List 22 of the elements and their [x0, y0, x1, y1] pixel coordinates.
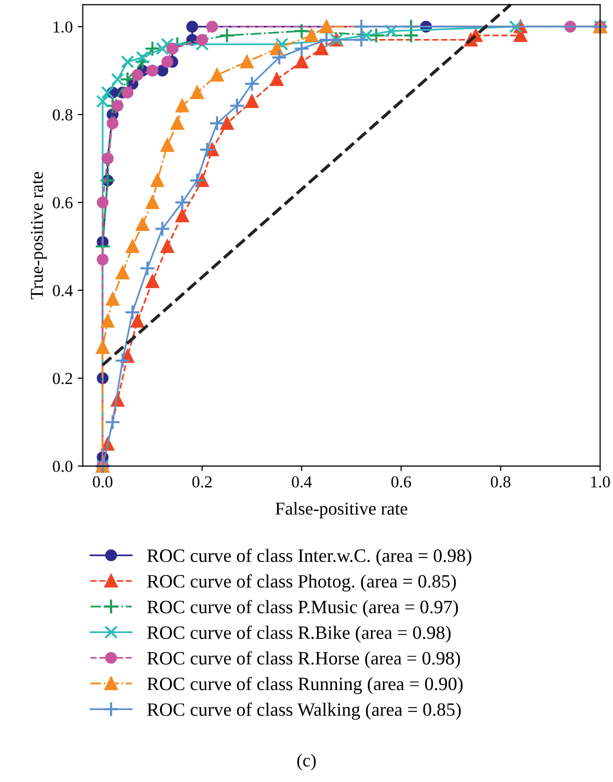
y-tick-label: 0.0 [52, 460, 72, 472]
legend-label: ROC curve of class Photog. (area = 0.85) [147, 574, 456, 592]
x-tick-label: 0.6 [391, 476, 412, 488]
x-tick-label: 1.0 [591, 476, 610, 488]
x-axis-title: False-positive rate [276, 502, 408, 518]
x-tick-label: 0.2 [192, 476, 212, 488]
legend-label: ROC curve of class R.Bike (area = 0.98) [147, 626, 451, 643]
y-axis-title: True-positive rate [30, 172, 47, 300]
x-tick-label: 0.4 [292, 476, 312, 488]
legend-label: ROC curve of class R.Horse (area = 0.98) [147, 651, 460, 668]
y-tick-label: 0.4 [52, 285, 73, 296]
y-tick-label: 1.0 [54, 21, 72, 33]
x-tick-label: 0.8 [490, 476, 510, 488]
legend-label: ROC curve of class Running (area = 0.90) [147, 676, 463, 694]
y-tick-label: 0.8 [52, 109, 72, 121]
legend-label: ROC curve of class Walking (area = 0.85) [147, 702, 461, 720]
x-tick-label: 0.0 [92, 476, 112, 488]
y-tick-label: 0.2 [52, 372, 72, 384]
legend-label: ROC curve of class Inter.w.C. (area = 0.98) [147, 548, 472, 566]
text: (c) [297, 754, 316, 770]
legend-label: ROC curve of class P.Music (area = 0.97) [147, 600, 458, 618]
y-tick-label: 0.6 [52, 197, 73, 208]
